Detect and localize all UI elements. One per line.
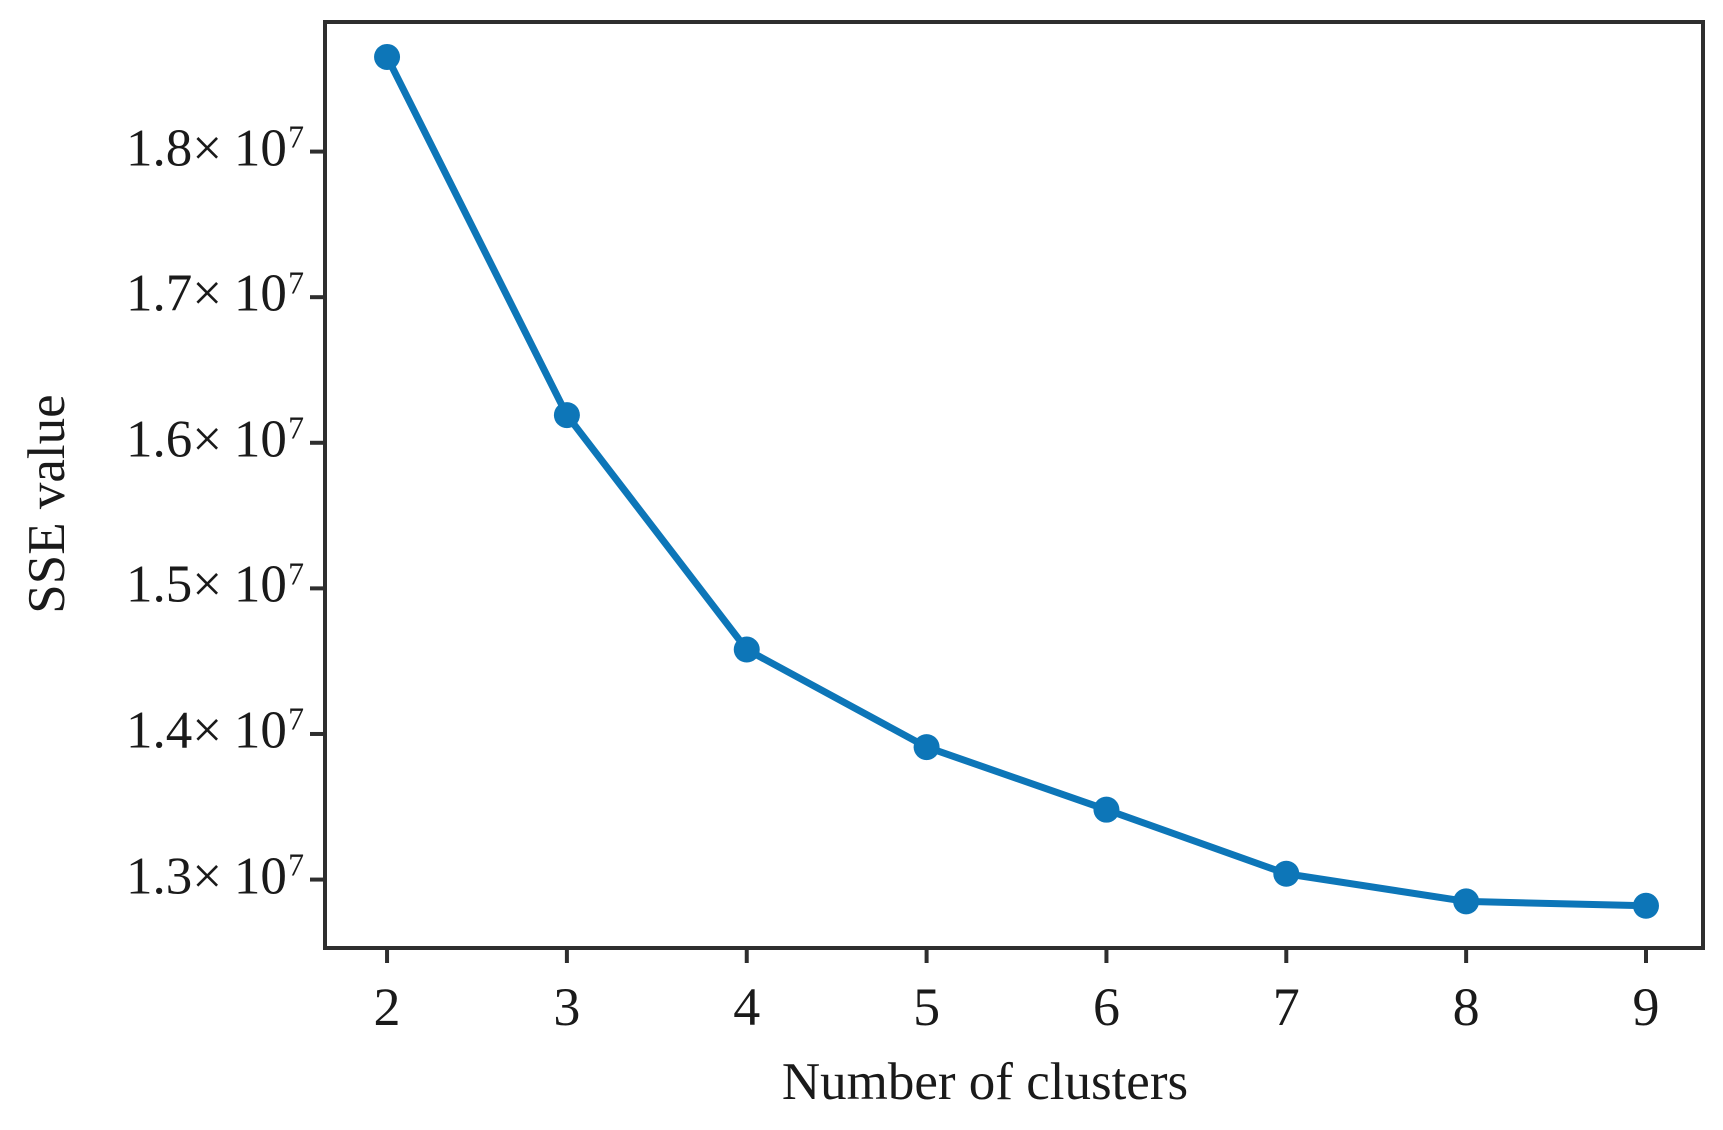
data-point-marker — [374, 43, 401, 70]
y-tick-label: 1.4× 107 — [126, 701, 304, 760]
data-point-marker — [1273, 860, 1300, 887]
x-tick-label: 9 — [1632, 977, 1660, 1037]
data-point-marker — [553, 402, 580, 429]
y-tick-label: 1.6× 107 — [126, 410, 304, 469]
x-tick-label: 4 — [733, 977, 761, 1037]
x-tick-label: 6 — [1092, 977, 1120, 1037]
sse-line — [383, 53, 1650, 910]
y-tick-label: 1.7× 107 — [126, 264, 304, 323]
x-tick-label: 7 — [1272, 977, 1300, 1037]
y-tick-label: 1.8× 107 — [126, 119, 304, 178]
data-point-marker — [1453, 888, 1480, 915]
y-tick-label: 1.3× 107 — [126, 847, 304, 906]
data-point-marker — [1632, 892, 1659, 919]
x-tick-label: 8 — [1452, 977, 1480, 1037]
x-tick-label: 3 — [553, 977, 581, 1037]
data-point-marker — [733, 636, 760, 663]
y-tick-label: 1.5× 107 — [126, 555, 304, 614]
data-point-marker — [913, 734, 940, 761]
x-axis-title: Number of clusters — [781, 1053, 1189, 1111]
x-tick-label: 2 — [373, 977, 401, 1037]
plot-frame — [323, 20, 1705, 950]
data-point-marker — [1093, 796, 1120, 823]
x-tick-label: 5 — [913, 977, 941, 1037]
